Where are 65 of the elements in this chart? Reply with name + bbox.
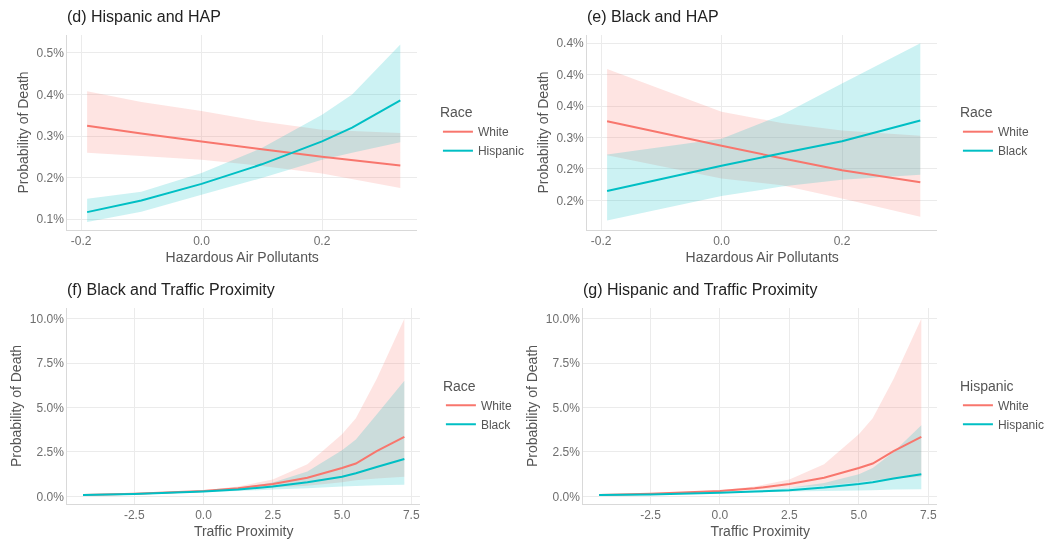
y-tick-label: 0.2% <box>556 162 585 177</box>
legend-label: Black <box>997 144 1029 159</box>
x-tick-label: -0.2 <box>590 234 612 249</box>
x-tick-label: 5.0 <box>850 508 868 523</box>
y-tick-label: 0.2% <box>556 193 585 208</box>
y-tick-label: 0.3% <box>556 130 585 145</box>
legend-title: Race <box>439 104 473 121</box>
x-axis-title: Traffic Proximity <box>193 522 294 539</box>
y-tick-label: 10.0% <box>29 311 65 326</box>
x-tick-label: 2.5 <box>781 508 799 523</box>
x-tick-label: 7.5 <box>402 508 420 523</box>
line-series <box>82 458 406 496</box>
y-tick-label: 0.4% <box>556 67 585 82</box>
x-tick-label: 0.0 <box>713 234 731 249</box>
x-axis-title: Traffic Proximity <box>710 522 810 539</box>
x-tick-label: -0.2 <box>70 234 92 249</box>
x-tick-label: 0.2 <box>313 234 331 249</box>
y-tick-label: 5.0% <box>36 400 65 415</box>
x-tick-label: 0.0 <box>195 508 213 523</box>
x-tick-label: 0.2 <box>833 234 851 249</box>
legend-label: Hispanic <box>997 417 1044 432</box>
y-axis-title: Probability of Death <box>15 71 32 194</box>
legend-label: White <box>997 398 1029 413</box>
line-series <box>86 124 402 167</box>
legend-title: Hispanic <box>959 377 1014 394</box>
y-tick-label: 5.0% <box>552 400 581 415</box>
y-tick-label: 0.0% <box>552 489 581 504</box>
legend-label: White <box>477 125 509 140</box>
chart-title: (f) Black and Traffic Proximity <box>67 281 275 298</box>
x-tick-label: -2.5 <box>123 508 145 523</box>
line-series <box>86 99 402 214</box>
chart-title: (e) Black and HAP <box>587 8 719 25</box>
x-tick-label: 7.5 <box>919 508 937 523</box>
y-tick-label: 0.0% <box>36 489 65 504</box>
y-tick-label: 0.5% <box>36 46 65 61</box>
y-axis-title: Probability of Death <box>8 344 25 468</box>
chart-title: (g) Hispanic and Traffic Proximity <box>583 281 818 298</box>
line-series <box>598 473 923 497</box>
y-tick-label: 2.5% <box>36 445 65 460</box>
legend-label: White <box>997 125 1029 140</box>
y-tick-label: 10.0% <box>545 311 581 326</box>
y-tick-label: 2.5% <box>552 445 581 460</box>
legend-title: Race <box>959 104 993 121</box>
legend-label: Hispanic <box>477 144 524 159</box>
x-axis-title: Hazardous Air Pollutants <box>165 248 319 265</box>
y-axis-title: Probability of Death <box>524 344 541 468</box>
y-tick-label: 0.4% <box>556 36 585 51</box>
legend-label: Black <box>480 417 512 432</box>
y-tick-label: 7.5% <box>36 356 65 371</box>
y-tick-label: 0.1% <box>36 212 65 227</box>
y-tick-label: 0.2% <box>36 170 65 185</box>
y-tick-label: 0.4% <box>556 99 585 114</box>
x-axis-title: Hazardous Air Pollutants <box>685 248 839 265</box>
x-tick-label: 0.0 <box>193 234 211 249</box>
legend-label: White <box>480 398 512 413</box>
y-axis-title: Probability of Death <box>535 71 552 194</box>
x-tick-label: -2.5 <box>640 508 662 523</box>
x-tick-label: 5.0 <box>333 508 351 523</box>
x-tick-label: 2.5 <box>264 508 282 523</box>
legend-title: Race <box>442 377 476 394</box>
y-tick-label: 7.5% <box>552 356 581 371</box>
x-tick-label: 0.0 <box>711 508 729 523</box>
y-tick-label: 0.3% <box>36 129 65 144</box>
y-tick-label: 0.4% <box>36 87 65 102</box>
chart-title: (d) Hispanic and HAP <box>67 8 221 25</box>
